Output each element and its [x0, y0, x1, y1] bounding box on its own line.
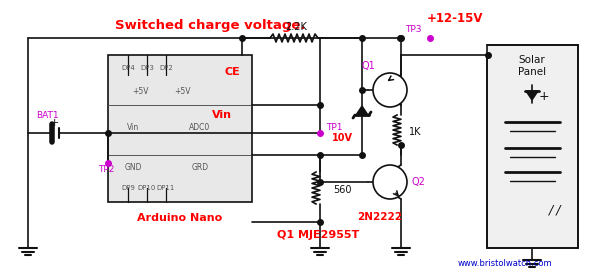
Text: 2N2222: 2N2222	[358, 212, 403, 222]
Text: 10V: 10V	[331, 133, 353, 143]
Text: DP4: DP4	[121, 65, 135, 71]
Polygon shape	[526, 91, 538, 100]
Circle shape	[373, 73, 407, 107]
Text: +5V: +5V	[132, 87, 148, 96]
Text: +: +	[539, 90, 550, 104]
Text: Switched charge voltage.: Switched charge voltage.	[115, 19, 305, 32]
Text: Q2: Q2	[412, 177, 426, 187]
Text: CE: CE	[224, 67, 240, 77]
Text: Q1 MJE2955T: Q1 MJE2955T	[277, 230, 359, 240]
Text: DP11: DP11	[157, 185, 175, 191]
Text: Q1: Q1	[361, 61, 375, 71]
Text: Solar: Solar	[518, 55, 545, 65]
Text: +: +	[49, 118, 59, 128]
Text: TP3: TP3	[406, 25, 422, 35]
Text: GND: GND	[124, 162, 142, 172]
Text: Panel: Panel	[518, 67, 546, 77]
Text: GRD: GRD	[191, 162, 209, 172]
Circle shape	[373, 165, 407, 199]
Text: TP2: TP2	[98, 165, 114, 175]
FancyBboxPatch shape	[108, 55, 252, 202]
Text: ADC0: ADC0	[190, 124, 211, 133]
Text: DP2: DP2	[159, 65, 173, 71]
Polygon shape	[356, 106, 368, 115]
Text: 560: 560	[333, 185, 352, 195]
Text: DP3: DP3	[140, 65, 154, 71]
Text: Arduino Nano: Arduino Nano	[137, 213, 223, 223]
Text: DP9: DP9	[121, 185, 135, 191]
FancyBboxPatch shape	[487, 45, 578, 248]
Text: Vin: Vin	[212, 110, 232, 120]
Text: 2.2K: 2.2K	[285, 22, 307, 32]
Text: +12-15V: +12-15V	[427, 12, 483, 24]
Text: BAT1: BAT1	[35, 110, 58, 119]
Text: DP10: DP10	[138, 185, 156, 191]
Text: +5V: +5V	[174, 87, 190, 96]
Text: 1K: 1K	[409, 127, 421, 137]
Text: www.bristolwatch.com: www.bristolwatch.com	[458, 258, 553, 267]
Text: TP1: TP1	[326, 122, 343, 132]
Text: / /: / /	[549, 204, 561, 216]
Text: Vin: Vin	[127, 124, 139, 133]
